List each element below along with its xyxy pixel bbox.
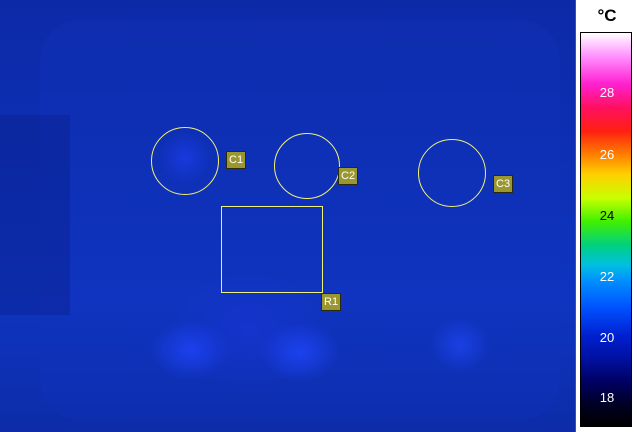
- temperature-scale: °C 28 26 24 22 20 18: [575, 0, 637, 432]
- scale-tick: 20: [599, 330, 615, 345]
- roi-circle-c2[interactable]: [274, 133, 340, 199]
- scale-tick: 18: [599, 390, 615, 405]
- roi-circle-c3[interactable]: [418, 139, 486, 207]
- thermal-image: C1 C2 C3 R1: [0, 0, 575, 432]
- scale-tick: 22: [599, 269, 615, 284]
- scale-tick: 28: [599, 85, 615, 100]
- roi-label-c3[interactable]: C3: [493, 175, 514, 193]
- roi-circle-c1[interactable]: [151, 127, 219, 195]
- roi-label-c1[interactable]: C1: [226, 151, 247, 169]
- roi-label-c2[interactable]: C2: [338, 167, 359, 185]
- roi-rect-r1[interactable]: [221, 206, 323, 293]
- scale-tick: 24: [599, 208, 615, 223]
- color-bar: 28 26 24 22 20 18: [580, 32, 632, 427]
- scale-tick: 26: [599, 147, 615, 162]
- roi-label-r1[interactable]: R1: [321, 293, 342, 311]
- scale-unit: °C: [597, 6, 617, 25]
